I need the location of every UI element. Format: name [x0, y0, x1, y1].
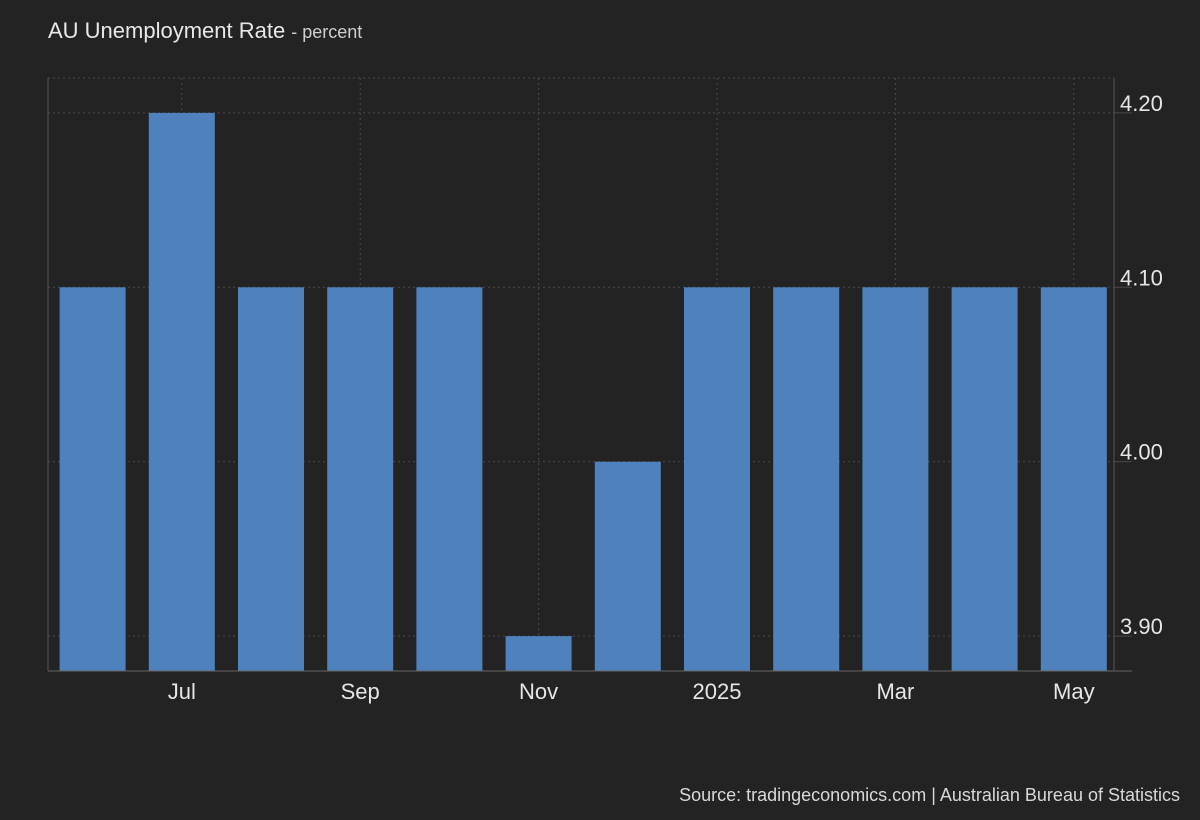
tick-labels: 3.90 4.00 4.10 4.20 Jul Sep Nov 2025 Mar May: [168, 91, 1163, 704]
bar-2025-02: [773, 287, 840, 671]
axes: [47, 78, 1132, 672]
x-tick-label: May: [1053, 679, 1095, 704]
bar-2024-06: [59, 287, 126, 671]
y-tick-label: 3.90: [1120, 614, 1163, 639]
bar-2024-12: [594, 461, 661, 671]
source-note: Source: tradingeconomics.com | Australia…: [679, 785, 1180, 805]
x-tick-label: Nov: [519, 679, 558, 704]
chart-header: AU Unemployment Rate - percent: [48, 18, 362, 44]
bar-2024-10: [416, 287, 483, 671]
y-tick-label: 4.10: [1120, 265, 1163, 290]
bars: [59, 112, 1107, 672]
chart-subtitle: - percent: [291, 22, 363, 42]
bar-2025-04: [951, 287, 1018, 671]
x-tick-label: 2025: [693, 679, 742, 704]
bar-2024-08: [238, 287, 304, 671]
bar-2024-09: [327, 287, 394, 671]
x-tick-label: Jul: [168, 679, 196, 704]
bar-2024-11: [505, 636, 572, 671]
bar-2025-03: [862, 287, 929, 671]
x-tick-label: Sep: [341, 679, 380, 704]
bar-2025-01: [684, 287, 750, 671]
chart-title: AU Unemployment Rate: [48, 18, 286, 43]
x-tick-label: Mar: [876, 679, 914, 704]
bar-2025-05: [1040, 287, 1107, 671]
y-tick-label: 4.00: [1120, 440, 1163, 465]
bar-2024-07: [148, 112, 215, 672]
y-tick-label: 4.20: [1120, 91, 1163, 116]
